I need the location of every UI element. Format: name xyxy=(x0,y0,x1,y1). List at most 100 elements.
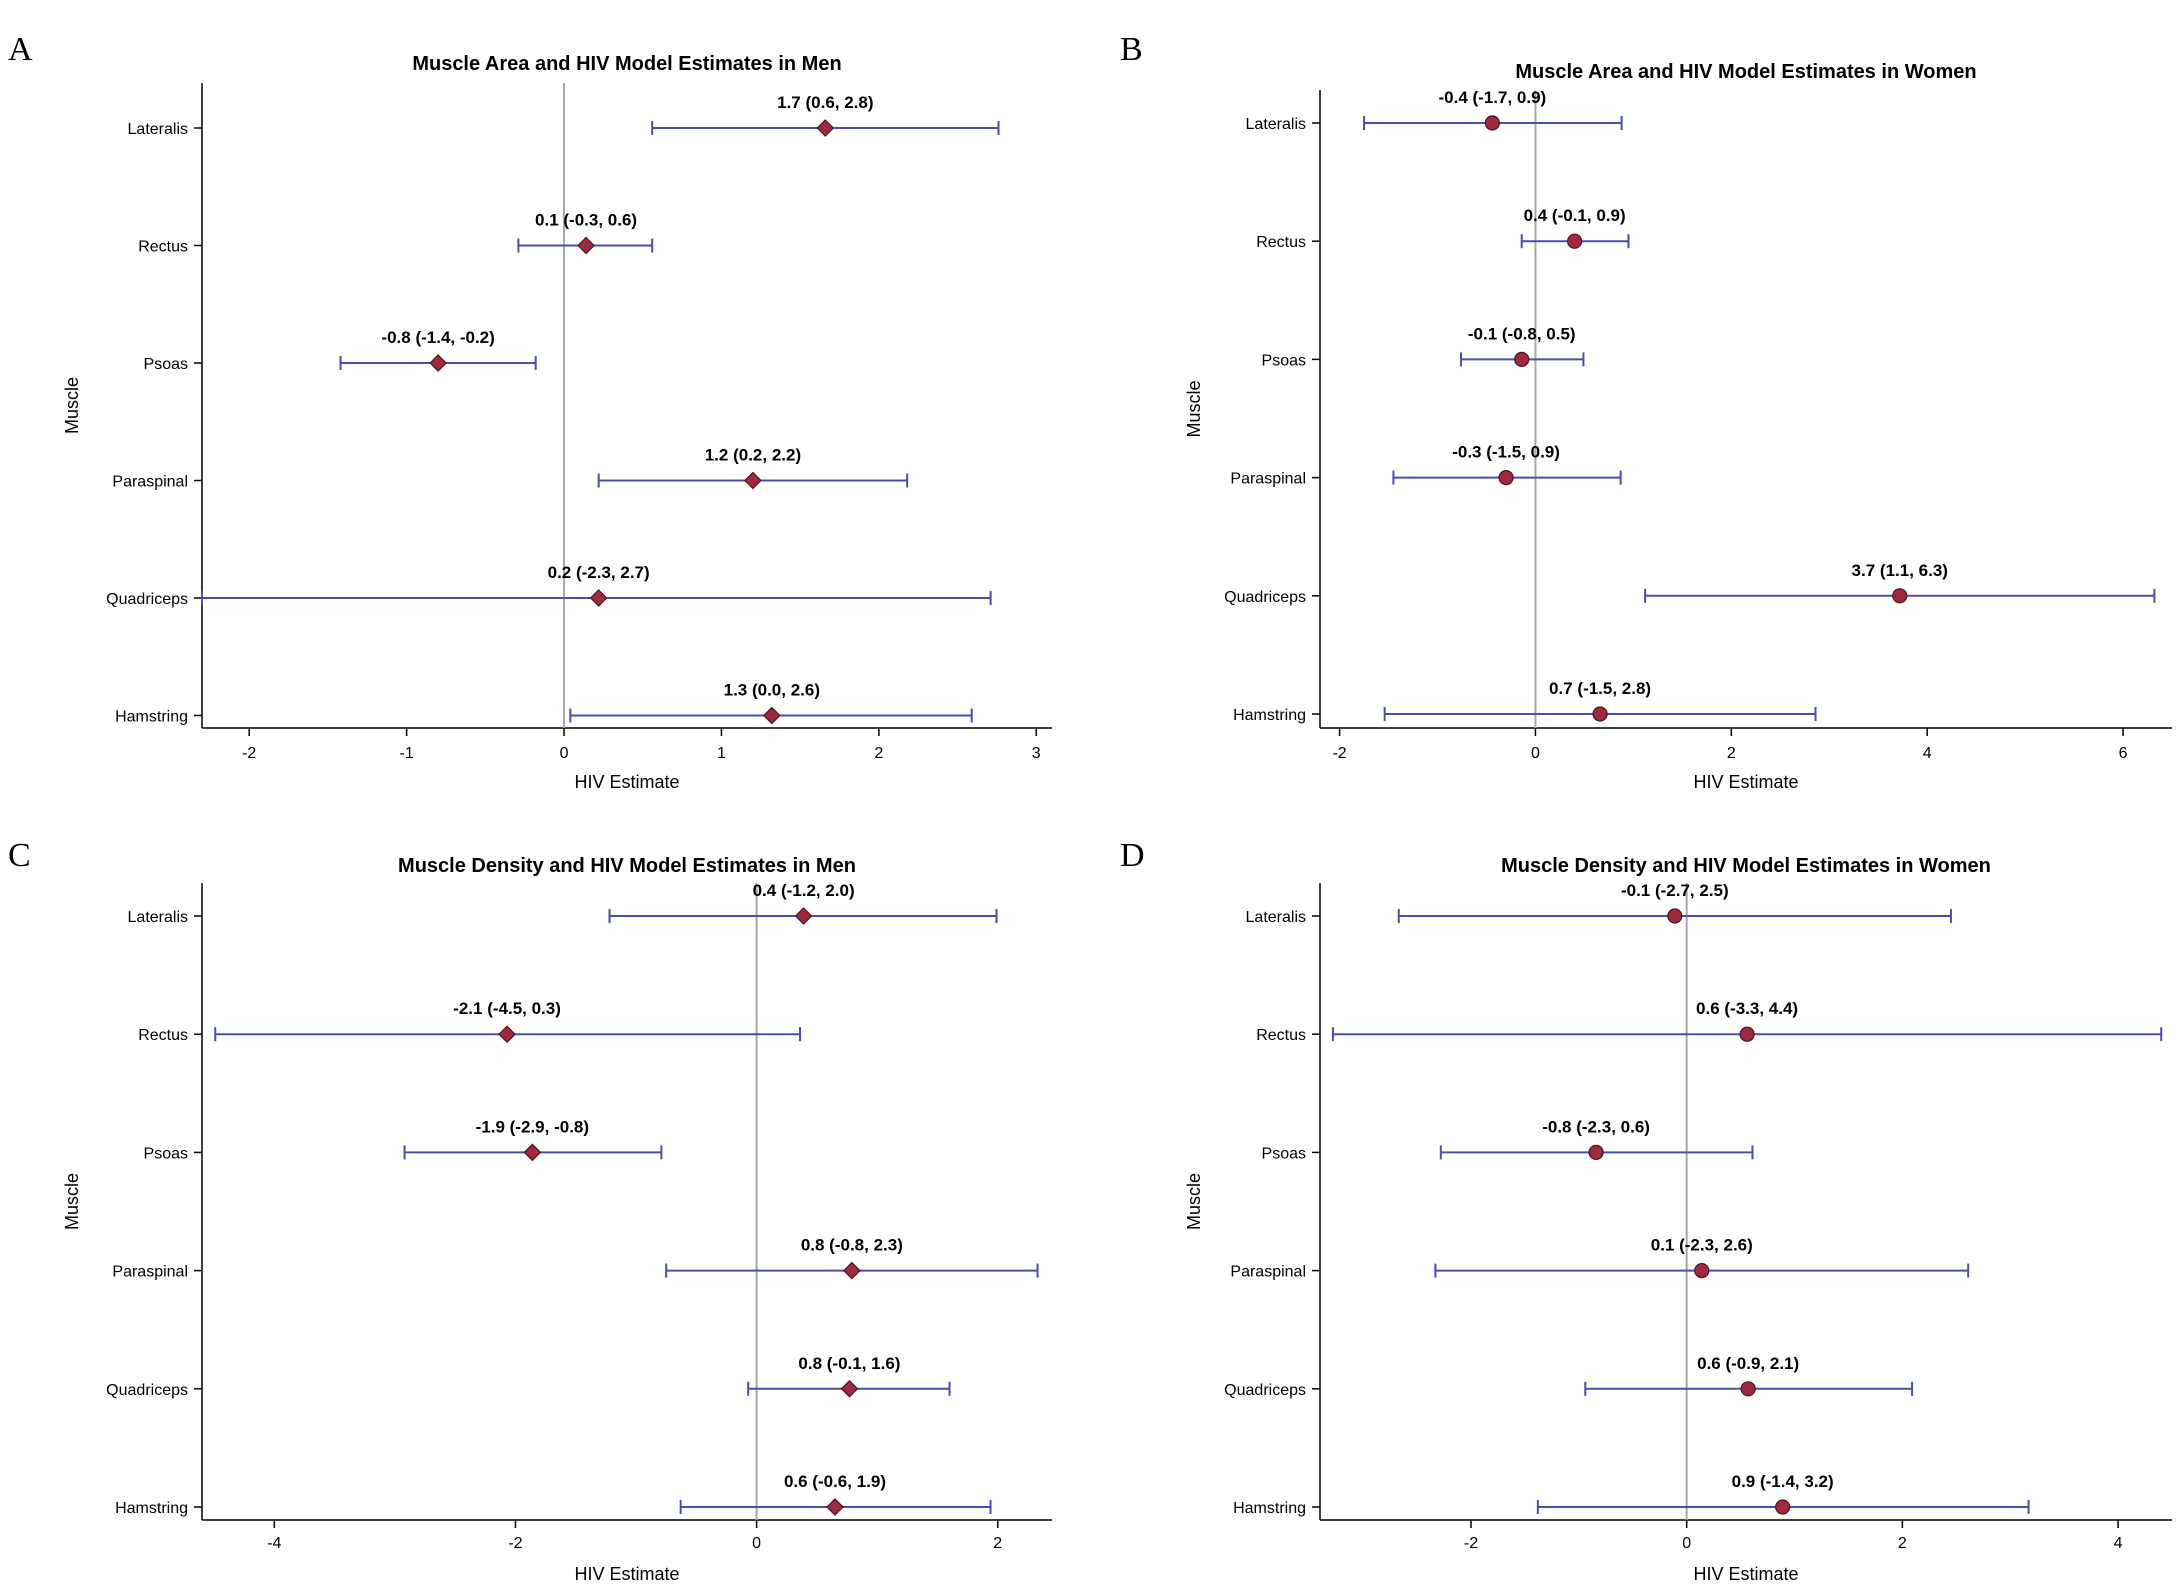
estimate-point xyxy=(794,907,813,925)
estimate-point xyxy=(826,1498,844,1516)
chart-title: Muscle Area and HIV Model Estimates in M… xyxy=(412,53,841,75)
category-label: Psoas xyxy=(1262,1145,1306,1162)
category-label: Paraspinal xyxy=(1230,471,1306,488)
data-label: 1.2 (0.2, 2.2) xyxy=(705,446,801,465)
x-tick-label: 0 xyxy=(1531,745,1540,762)
data-label: 0.7 (-1.5, 2.8) xyxy=(1549,679,1651,698)
data-label: -0.3 (-1.5, 0.9) xyxy=(1452,443,1560,462)
category-label: Hamstring xyxy=(115,709,188,726)
panel-letter: A xyxy=(8,31,33,68)
estimate-point xyxy=(498,1025,516,1044)
y-axis-label: Muscle xyxy=(1184,380,1204,437)
y-axis-label: Muscle xyxy=(62,377,82,434)
x-tick-label: 0 xyxy=(560,745,569,762)
category-label: Hamstring xyxy=(1233,1500,1306,1517)
data-label: 3.7 (1.1, 6.3) xyxy=(1852,561,1948,580)
estimate-point xyxy=(1667,908,1683,924)
estimate-point xyxy=(589,589,608,607)
data-label: 1.7 (0.6, 2.8) xyxy=(777,93,873,112)
data-label: 1.3 (0.0, 2.6) xyxy=(724,681,820,700)
x-axis-label: HIV Estimate xyxy=(1693,1564,1798,1584)
data-label: 0.4 (-1.2, 2.0) xyxy=(753,881,855,900)
panel-letter: B xyxy=(1120,31,1143,68)
estimate-point xyxy=(1694,1262,1710,1279)
data-label: -0.8 (-1.4, -0.2) xyxy=(381,328,494,347)
category-label: Rectus xyxy=(138,1027,188,1044)
x-tick-label: 2 xyxy=(874,745,883,762)
estimate-point xyxy=(429,354,447,372)
data-label: -0.1 (-0.8, 0.5) xyxy=(1468,324,1576,343)
data-label: 0.6 (-0.9, 2.1) xyxy=(1697,1354,1799,1373)
chart-panel-b: B Muscle Area and HIV Model Estimates in … xyxy=(1120,31,2172,792)
estimate-point xyxy=(816,119,835,137)
category-label: Psoas xyxy=(1262,352,1306,369)
estimate-point xyxy=(1775,1499,1791,1515)
chart-panel-c: C Muscle Density and HIV Model Estimates … xyxy=(8,837,1052,1584)
x-tick-label: -2 xyxy=(508,1535,522,1552)
category-label: Quadriceps xyxy=(106,1382,188,1399)
category-label: Hamstring xyxy=(1233,707,1306,724)
x-tick-label: -2 xyxy=(1332,745,1346,762)
x-axis-label: HIV Estimate xyxy=(574,772,679,792)
estimate-point xyxy=(1740,1381,1756,1397)
x-tick-label: 6 xyxy=(2119,745,2128,762)
chart-panel-d: D Muscle Density and HIV Model Estimates … xyxy=(1120,837,2172,1584)
x-tick-label: -4 xyxy=(267,1535,281,1552)
y-axis-label: Muscle xyxy=(62,1173,82,1230)
data-label: -0.1 (-2.7, 2.5) xyxy=(1621,881,1729,900)
x-tick-label: 3 xyxy=(1032,745,1041,762)
chart-panel-a: A Muscle Area and HIV Model Estimates in … xyxy=(8,31,1052,792)
estimate-point xyxy=(762,706,781,725)
estimate-point xyxy=(1484,115,1500,131)
category-label: Rectus xyxy=(1256,1027,1306,1044)
estimate-point xyxy=(1514,351,1530,367)
data-label: 0.1 (-2.3, 2.6) xyxy=(1651,1236,1753,1255)
y-axis-label: Muscle xyxy=(1184,1173,1204,1230)
estimate-point xyxy=(1592,706,1608,722)
panel-letter: D xyxy=(1120,837,1145,874)
x-tick-label: -2 xyxy=(1464,1535,1478,1552)
data-label: 0.6 (-3.3, 4.4) xyxy=(1696,999,1798,1018)
category-label: Psoas xyxy=(144,1145,188,1162)
data-label: 0.6 (-0.6, 1.9) xyxy=(784,1472,886,1491)
data-label: 0.8 (-0.8, 2.3) xyxy=(801,1236,903,1255)
x-tick-label: -1 xyxy=(400,745,414,762)
x-tick-label: 2 xyxy=(1727,745,1736,762)
estimate-point xyxy=(1567,233,1583,249)
data-label: 0.1 (-0.3, 0.6) xyxy=(535,211,637,230)
data-label: 0.2 (-2.3, 2.7) xyxy=(548,563,650,582)
x-tick-label: 0 xyxy=(1682,1535,1691,1552)
data-label: -2.1 (-4.5, 0.3) xyxy=(453,999,561,1018)
x-tick-label: 0 xyxy=(752,1535,761,1552)
category-label: Rectus xyxy=(1256,234,1306,251)
x-tick-label: -2 xyxy=(242,745,256,762)
estimate-point xyxy=(1892,588,1908,604)
estimate-point xyxy=(840,1379,859,1398)
estimate-point xyxy=(744,471,762,490)
category-label: Paraspinal xyxy=(1230,1264,1306,1281)
estimate-point xyxy=(1498,470,1514,486)
category-label: Lateralis xyxy=(1246,909,1306,926)
x-axis-label: HIV Estimate xyxy=(574,1564,679,1584)
x-tick-label: 2 xyxy=(1898,1535,1907,1552)
x-axis-label: HIV Estimate xyxy=(1693,772,1798,792)
data-label: 0.4 (-0.1, 0.9) xyxy=(1524,206,1626,225)
category-label: Quadriceps xyxy=(1224,589,1306,606)
x-tick-label: 2 xyxy=(993,1535,1002,1552)
x-tick-label: 1 xyxy=(717,745,726,762)
data-label: 0.8 (-0.1, 1.6) xyxy=(798,1354,900,1373)
category-label: Quadriceps xyxy=(1224,1382,1306,1399)
data-label: -0.8 (-2.3, 0.6) xyxy=(1542,1117,1650,1136)
data-label: -0.4 (-1.7, 0.9) xyxy=(1438,88,1546,107)
estimate-point xyxy=(1588,1144,1604,1161)
category-label: Psoas xyxy=(144,356,188,373)
panel-letter: C xyxy=(8,837,31,874)
x-tick-label: 4 xyxy=(1923,745,1932,762)
category-label: Paraspinal xyxy=(112,1264,188,1281)
chart-title: Muscle Density and HIV Model Estimates i… xyxy=(1501,855,1991,877)
chart-title: Muscle Density and HIV Model Estimates i… xyxy=(398,855,856,877)
estimate-point xyxy=(577,236,595,255)
estimate-point xyxy=(1739,1026,1755,1042)
chart-title: Muscle Area and HIV Model Estimates in W… xyxy=(1515,61,1976,83)
